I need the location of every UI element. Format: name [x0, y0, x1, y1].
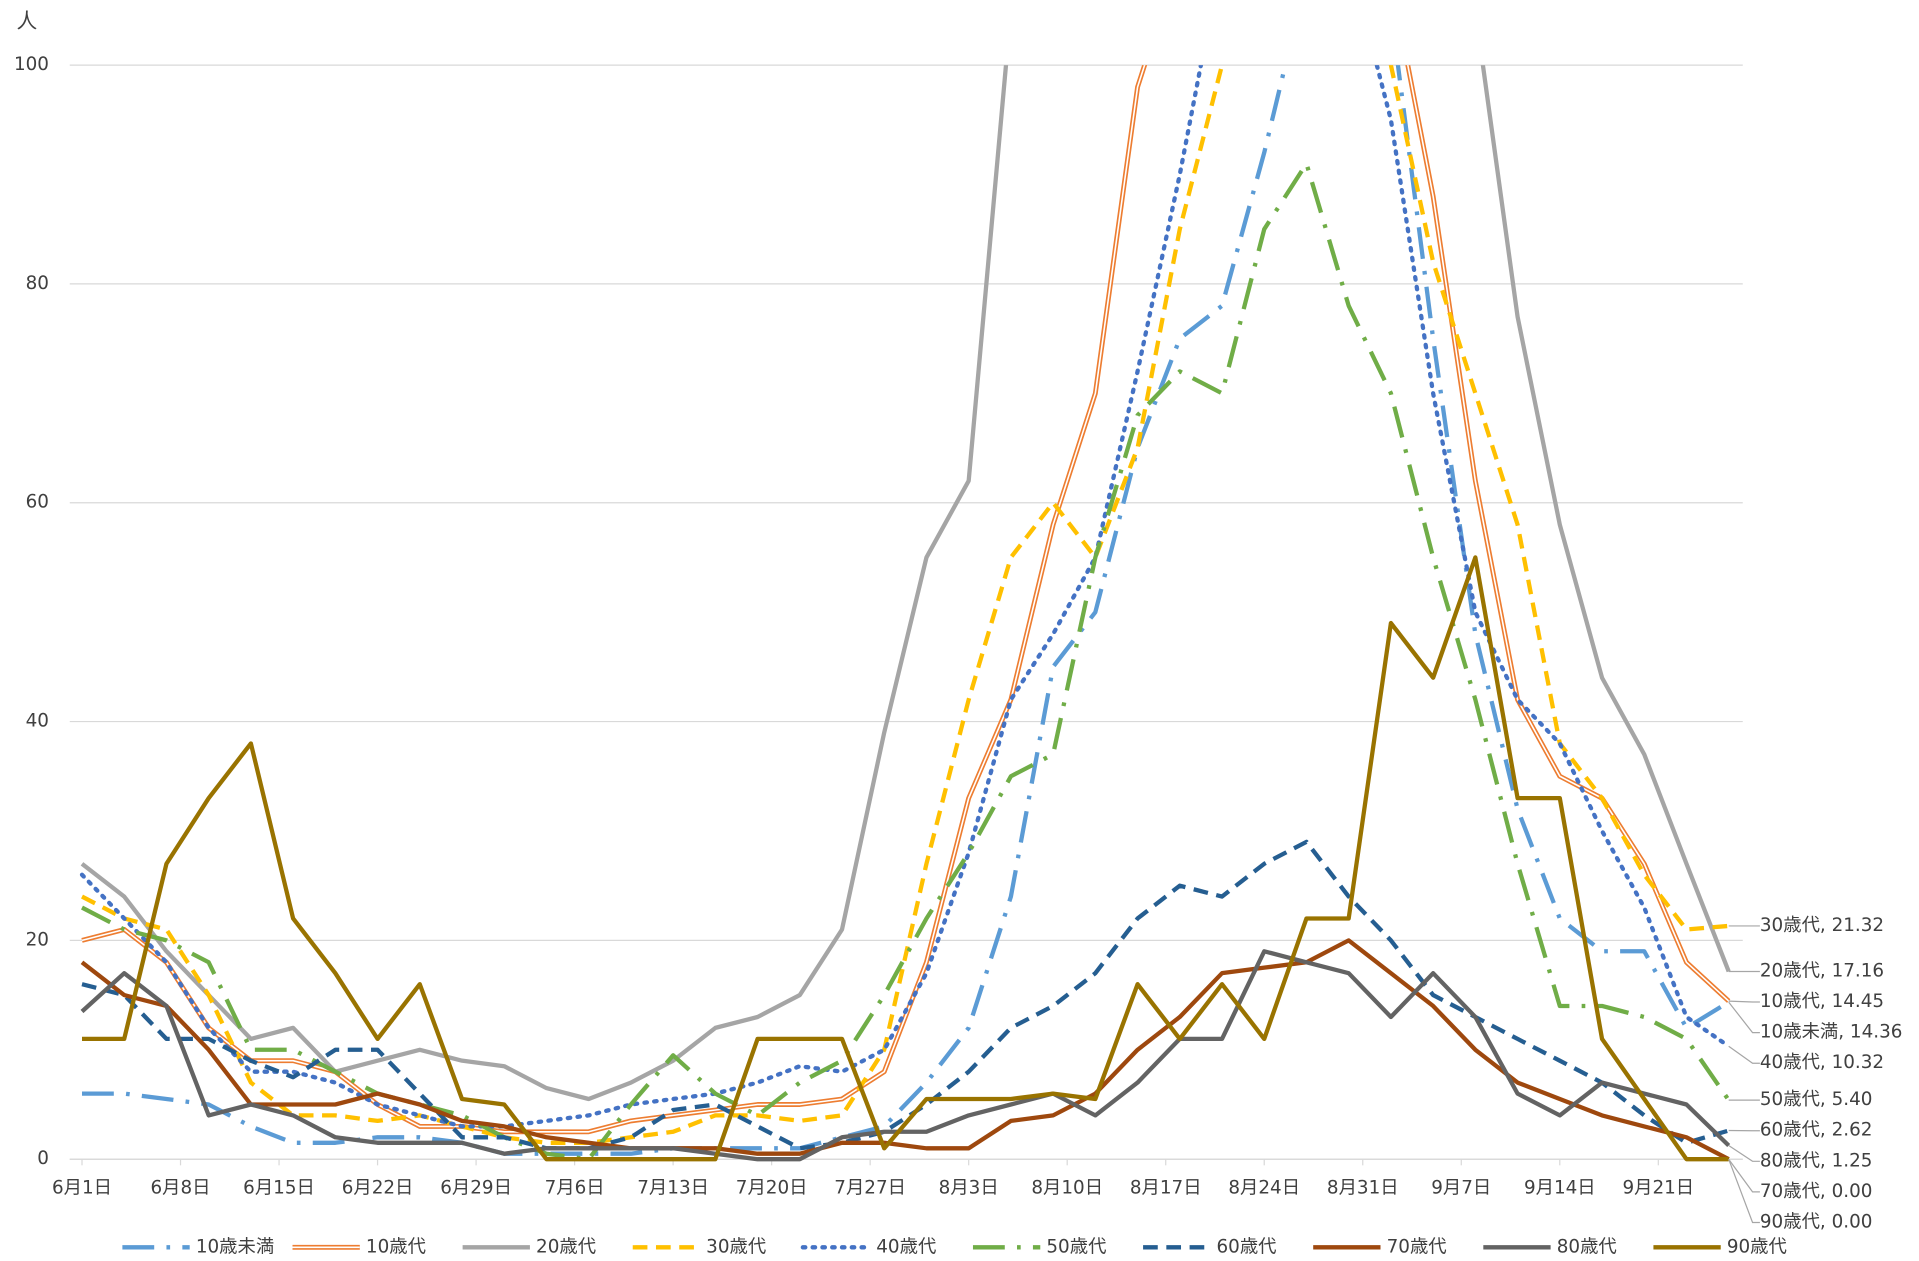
end-label: 40歳代, 10.32 [1760, 1052, 1884, 1073]
end-label: 50歳代, 5.40 [1760, 1089, 1873, 1110]
x-tick-label: 9月21日 [1622, 1178, 1694, 1199]
y-tick-label: 20 [26, 929, 49, 950]
leader-line [1728, 1001, 1760, 1034]
series-line-inner [81, 65, 1730, 1133]
series-line [81, 65, 1730, 1156]
end-label: 90歳代, 0.00 [1760, 1212, 1873, 1233]
legend-label: 40歳代 [876, 1236, 936, 1257]
leader-line [1728, 1045, 1760, 1064]
legend-label: 80歳代 [1557, 1236, 1617, 1257]
leader-line [1728, 1158, 1760, 1193]
end-label: 70歳代, 0.00 [1760, 1181, 1873, 1202]
x-tick-label: 7月6日 [545, 1178, 605, 1199]
series-line [80, 949, 1731, 1162]
x-tick-label: 6月1日 [52, 1178, 112, 1199]
leader-line [1728, 1145, 1760, 1162]
x-tick-label: 6月29日 [440, 1178, 512, 1199]
end-label: 10歳代, 14.45 [1760, 991, 1884, 1012]
plot-area [79, 65, 1731, 1162]
y-tick-label: 100 [14, 54, 49, 75]
x-tick-label: 7月27日 [834, 1178, 906, 1199]
series-line [80, 938, 1730, 1162]
series-line [81, 555, 1729, 1162]
x-tick-label: 8月3日 [939, 1178, 999, 1199]
end-label: 60歳代, 2.62 [1760, 1120, 1873, 1141]
series-line [80, 65, 1731, 1102]
leader-line [1728, 1000, 1760, 1003]
grid: 0 20 40 60 80 100 6月1日 6月8日 6月15日 6月22日 6月29日 7月6日 7… [14, 54, 1743, 1199]
legend-label: 10歳未満 [196, 1236, 274, 1257]
x-tick-label: 8月10日 [1031, 1178, 1103, 1199]
y-tick-label: 80 [26, 273, 49, 294]
end-label: 80歳代, 1.25 [1760, 1150, 1873, 1171]
legend-label: 50歳代 [1046, 1236, 1106, 1257]
x-tick-label: 9月14日 [1524, 1178, 1596, 1199]
x-tick-label: 6月8日 [151, 1178, 211, 1199]
end-label: 10歳未満, 14.36 [1760, 1022, 1903, 1043]
x-tick-label: 7月20日 [736, 1178, 808, 1199]
series-line [81, 839, 1730, 1151]
y-tick-label: 40 [26, 711, 49, 732]
x-tick-label: 9月7日 [1431, 1178, 1491, 1199]
x-tick-label: 6月15日 [243, 1178, 315, 1199]
y-axis-unit: 人 [17, 9, 38, 33]
labels: 30歳代, 21.32 20歳代, 17.16 10歳代, 14.45 10歳未満, … [122, 915, 1902, 1257]
legend-label: 90歳代 [1727, 1236, 1787, 1257]
legend-label: 30歳代 [706, 1236, 766, 1257]
series-line [81, 65, 1729, 1145]
y-tick-label: 0 [37, 1148, 49, 1169]
legend-label: 20歳代 [536, 1236, 596, 1257]
legend-label: 60歳代 [1217, 1236, 1277, 1257]
x-tick-label: 7月13日 [637, 1178, 709, 1199]
x-tick-label: 8月17日 [1130, 1178, 1202, 1199]
legend-label: 70歳代 [1387, 1236, 1447, 1257]
y-tick-label: 60 [26, 492, 49, 513]
x-tick-label: 6月22日 [342, 1178, 414, 1199]
series-line [79, 65, 1731, 1129]
x-tick-label: 8月31日 [1327, 1178, 1399, 1199]
end-label: 20歳代, 17.16 [1760, 960, 1884, 981]
end-label: 30歳代, 21.32 [1760, 915, 1884, 936]
x-tick-label: 8月24日 [1228, 1178, 1300, 1199]
legend-label: 10歳代 [366, 1236, 426, 1257]
leader-line [1728, 1158, 1760, 1224]
